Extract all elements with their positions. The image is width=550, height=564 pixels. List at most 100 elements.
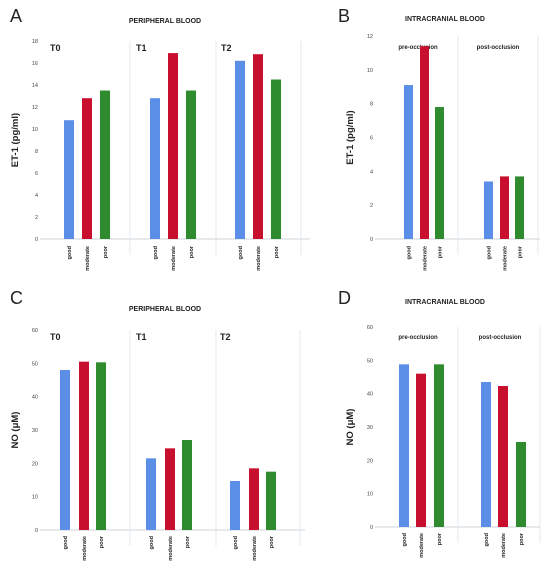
y-tick-label: 4: [35, 193, 38, 199]
bar-good: [60, 370, 70, 530]
bar-moderate: [253, 54, 263, 240]
y-tick-label: 50: [32, 361, 38, 367]
category-label: moderate: [501, 533, 507, 558]
group-label: T1: [136, 43, 147, 53]
group-label: T2: [220, 332, 231, 342]
bar-moderate: [79, 361, 89, 530]
bar-poor: [100, 90, 110, 239]
y-tick-label: 0: [370, 525, 373, 531]
group-label: T2: [221, 43, 232, 53]
y-tick-label: 12: [367, 34, 373, 40]
category-label: poor: [274, 245, 280, 258]
bar-good: [230, 481, 240, 530]
category-label: moderate: [82, 536, 88, 561]
bar-good: [146, 458, 156, 530]
y-axis-label: ET-1 (pg/ml): [345, 110, 356, 164]
y-tick-label: 10: [32, 127, 38, 133]
panel-letter: C: [10, 288, 23, 308]
bar-poor: [515, 176, 524, 239]
y-tick-label: 20: [367, 458, 373, 464]
chart-title: PERIPHERAL BLOOD: [129, 306, 201, 313]
category-label: poor: [437, 532, 443, 545]
y-tick-label: 30: [367, 425, 373, 431]
y-tick-label: 6: [370, 136, 373, 142]
y-tick-label: 12: [32, 105, 38, 111]
group-label: T0: [50, 332, 61, 342]
bar-moderate: [249, 468, 259, 530]
y-tick-label: 18: [32, 39, 38, 45]
chart-title: INTRACRANIAL BLOOD: [405, 299, 485, 306]
y-tick-label: 8: [370, 102, 373, 108]
bar-moderate: [165, 448, 175, 530]
bar-poor: [271, 79, 281, 239]
bar-moderate: [420, 46, 429, 240]
bar-poor: [266, 471, 276, 530]
category-label: moderate: [423, 246, 429, 271]
group-label: pre-occlusion: [398, 45, 438, 51]
y-tick-label: 60: [32, 328, 38, 334]
category-label: good: [407, 246, 413, 259]
category-label: poor: [269, 535, 275, 548]
category-label: good: [153, 246, 159, 259]
chart-title: PERIPHERAL BLOOD: [129, 18, 201, 25]
bar-good: [235, 60, 245, 239]
panel-letter: A: [10, 6, 22, 26]
bar-poor: [186, 90, 196, 239]
category-label: moderate: [256, 246, 262, 271]
category-label: good: [238, 246, 244, 259]
group-label: post-occlusion: [477, 45, 520, 51]
y-tick-label: 10: [32, 495, 38, 501]
y-tick-label: 40: [367, 392, 373, 398]
chart-title: INTRACRANIAL BLOOD: [405, 16, 485, 23]
y-tick-label: 16: [32, 61, 38, 67]
bar-moderate: [82, 98, 92, 239]
group-label: T0: [50, 43, 61, 53]
panel-letter: D: [338, 288, 351, 308]
y-tick-label: 2: [370, 203, 373, 209]
category-label: good: [67, 246, 73, 259]
bar-poor: [434, 364, 444, 527]
category-label: poor: [189, 245, 195, 258]
y-tick-label: 6: [35, 171, 38, 177]
group-label: T1: [136, 332, 147, 342]
y-axis-label: NO (μM): [345, 409, 356, 446]
category-label: good: [402, 533, 408, 546]
y-tick-label: 60: [367, 325, 373, 331]
category-label: good: [233, 536, 239, 549]
category-label: moderate: [171, 246, 177, 271]
bar-poor: [435, 107, 444, 239]
panel-d: D INTRACRANIAL BLOOD NO (μM) 0 10 20 30 40 50 60 p…: [338, 288, 541, 558]
panel-b: B INTRACRANIAL BLOOD ET-1 (pg/ml) 0 2 4 6 8 10 12…: [338, 6, 540, 271]
category-label: good: [484, 533, 490, 546]
y-tick-label: 50: [367, 358, 373, 364]
category-label: poor: [519, 532, 525, 545]
category-label: moderate: [419, 533, 425, 558]
y-tick-label: 20: [32, 461, 38, 467]
bar-good: [484, 181, 493, 239]
bar-moderate: [498, 386, 508, 527]
bar-poor: [182, 440, 192, 530]
group-label: pre-occlusion: [398, 335, 438, 341]
y-axis-label: NO (μM): [10, 412, 21, 449]
y-tick-label: 30: [32, 428, 38, 434]
category-label: moderate: [503, 246, 509, 271]
category-label: poor: [103, 245, 109, 258]
y-tick-label: 2: [35, 215, 38, 221]
y-tick-label: 10: [367, 492, 373, 498]
y-axis-label: ET-1 (pg/ml): [10, 113, 21, 167]
category-label: moderate: [252, 536, 258, 561]
category-label: moderate: [168, 536, 174, 561]
y-tick-label: 4: [370, 169, 373, 175]
y-tick-label: 0: [35, 528, 38, 534]
bar-good: [404, 85, 413, 239]
y-tick-label: 14: [32, 83, 38, 89]
group-label: post-occlusion: [479, 335, 522, 341]
category-label: good: [487, 246, 493, 259]
bar-poor: [516, 442, 526, 527]
bar-good: [399, 364, 409, 527]
category-label: moderate: [85, 246, 91, 271]
bar-good: [64, 120, 74, 239]
y-tick-label: 8: [35, 149, 38, 155]
y-tick-label: 40: [32, 395, 38, 401]
